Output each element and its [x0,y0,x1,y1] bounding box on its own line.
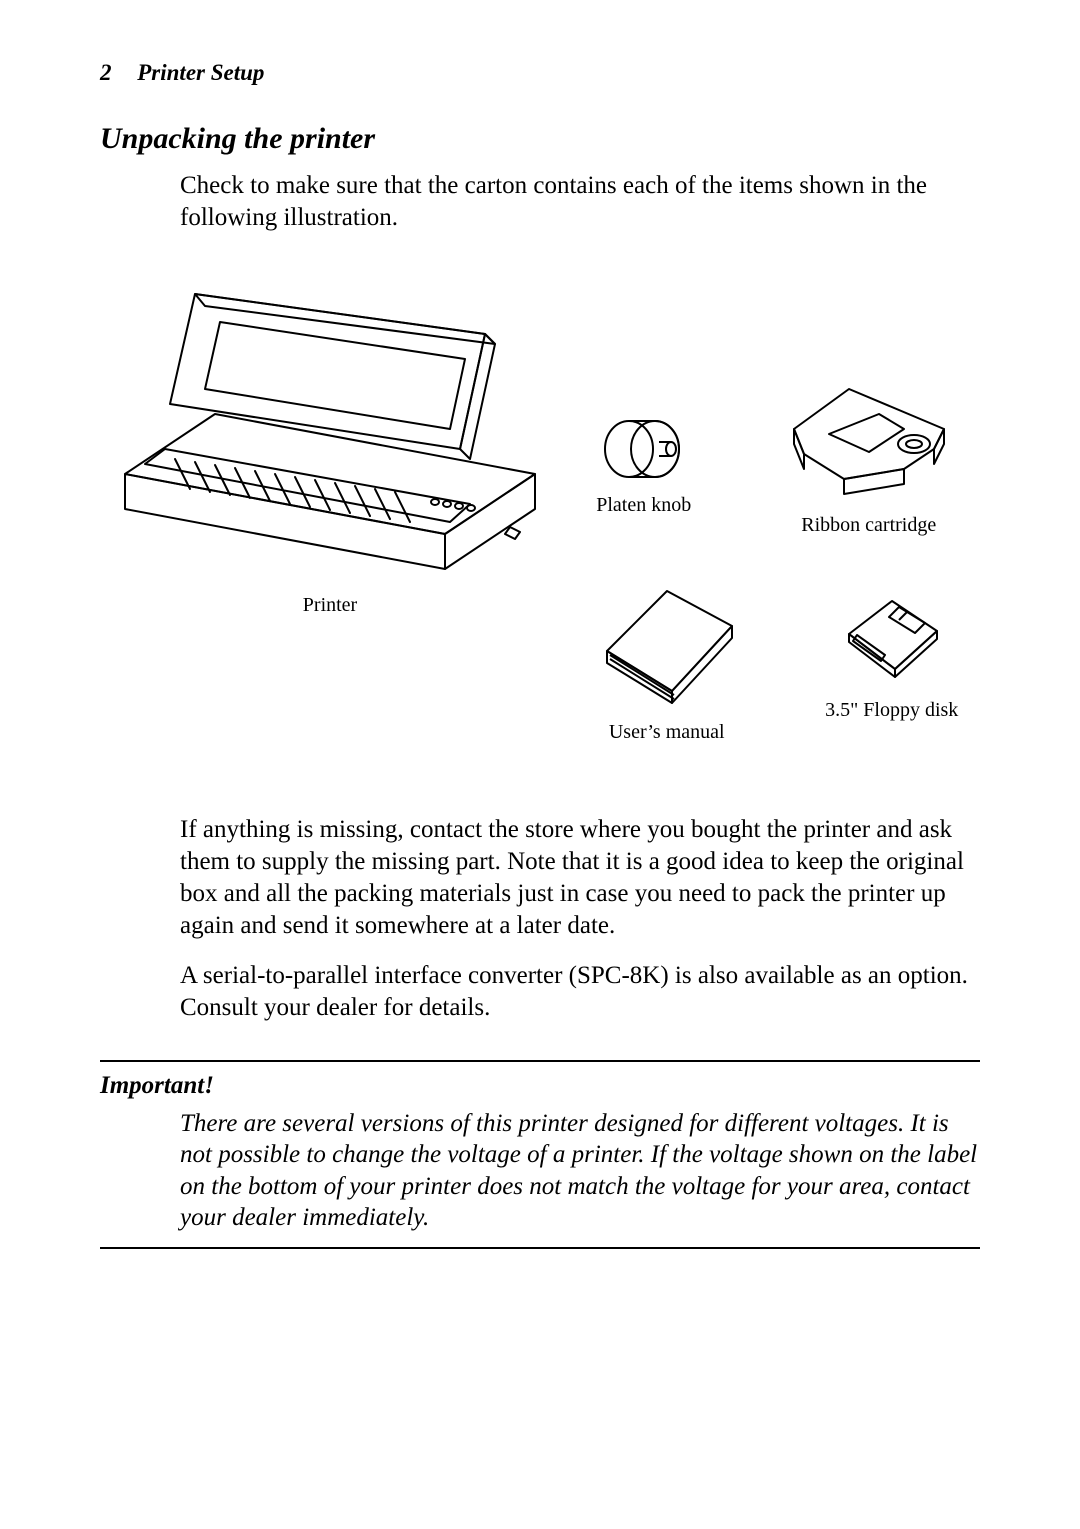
ribbon-cartridge-label: Ribbon cartridge [801,514,936,537]
figure-right-column: Platen knob [570,264,980,744]
floppy-disk-label: 3.5" Floppy disk [825,699,958,722]
body-paragraph-1: If anything is missing, contact the stor… [100,814,980,942]
users-manual-label: User’s manual [609,721,725,744]
body-paragraph-2: A serial-to-parallel interface converter… [100,960,980,1024]
section-title: Unpacking the printer [100,122,980,156]
note-heading: Important! [100,1072,980,1100]
printer-label: Printer [303,594,357,617]
figure-row-bottom: User’s manual [570,581,980,744]
printer-item: Printer [115,264,545,617]
ribbon-cartridge-icon [784,374,954,504]
users-manual-item: User’s manual [592,581,742,744]
unpacking-figure: Printer [100,264,980,744]
floppy-disk-item: 3.5" Floppy disk [825,589,958,744]
manual-page: 2 Printer Setup Unpacking the printer Ch… [0,0,1080,1329]
intro-paragraph: Check to make sure that the carton conta… [100,170,980,234]
platen-knob-item: Platen knob [596,414,691,537]
note-body: There are several versions of this print… [100,1108,980,1233]
platen-knob-icon [599,414,689,484]
figure-row-top: Platen knob [570,264,980,537]
floppy-disk-icon [837,589,947,689]
running-head: 2 Printer Setup [100,60,980,86]
users-manual-icon [592,581,742,711]
chapter-title: Printer Setup [137,60,264,85]
printer-icon [115,264,545,584]
figure-left-column: Printer [110,264,550,744]
page-number: 2 [100,60,112,85]
ribbon-cartridge-item: Ribbon cartridge [784,374,954,537]
important-note: Important! There are several versions of… [100,1060,980,1249]
platen-knob-label: Platen knob [596,494,691,517]
